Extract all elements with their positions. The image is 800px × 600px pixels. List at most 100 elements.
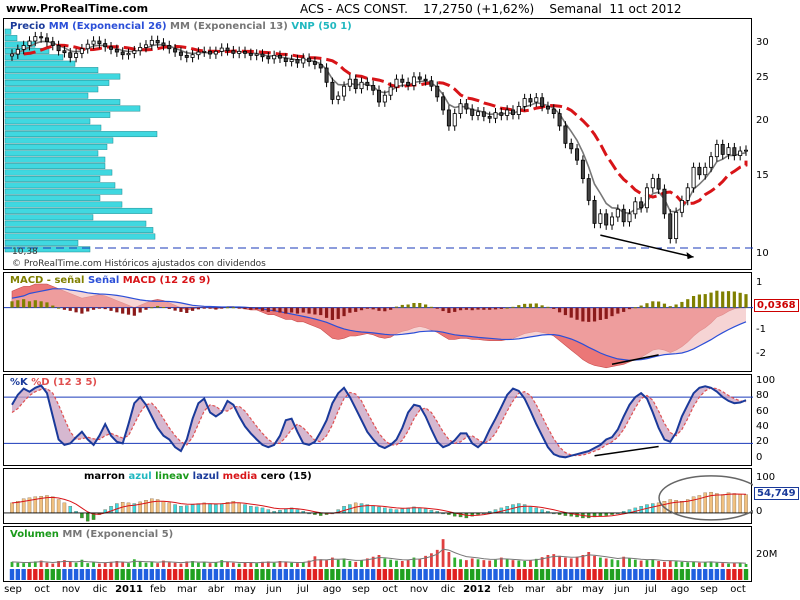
volume-bar [395, 560, 398, 567]
signal-strip-cell [120, 569, 125, 580]
signal-strip-cell [510, 569, 516, 580]
volume-bar [68, 561, 72, 567]
candle-body [388, 86, 393, 96]
stochastic-chart[interactable] [4, 375, 753, 467]
signal-strip-cell [336, 569, 341, 580]
x-axis: sep oct nov dic 2011 feb mar abr may jun jul ago sep… [3, 582, 752, 600]
volume-bar [406, 560, 410, 567]
macd-hist-bar [616, 307, 620, 314]
price-tick: 15 [756, 170, 769, 182]
candle-body [85, 43, 90, 50]
macd-chart[interactable] [4, 273, 753, 373]
signal-strip-cell [621, 569, 626, 580]
volume-bar [162, 560, 165, 567]
macd-hist-bar [517, 305, 521, 308]
signal-strip-cell [598, 569, 603, 580]
volume-bar [697, 562, 701, 567]
osc-bar [371, 505, 375, 514]
macd-hist-bar [389, 307, 393, 310]
volume-bar [325, 560, 328, 567]
macd-hist-bar [569, 307, 573, 318]
osc-bar [185, 505, 189, 514]
signal-strip-cell [68, 569, 73, 580]
signal-strip-cell [365, 569, 370, 580]
candle-body [400, 78, 405, 83]
volume-profile-bar [4, 111, 111, 118]
macd-hist-bar [202, 307, 206, 309]
macd-hist-bar [354, 307, 358, 312]
signal-strip-cell [574, 569, 580, 580]
volume-profile-bar [4, 169, 113, 176]
volume-pane[interactable]: Volumen MM (Exponencial 5) [3, 526, 752, 582]
volume-bar [342, 558, 346, 567]
stochastic-pane[interactable]: %K %D (12 3 5) [3, 374, 753, 467]
signal-strip-cell [347, 569, 353, 580]
candle-body [726, 147, 731, 155]
x-tick-label: ago [670, 584, 690, 595]
volume-bar [505, 559, 509, 567]
signal-strip-cell [697, 569, 702, 580]
stoch-tick: 0 [756, 451, 763, 463]
volume-chart[interactable] [4, 527, 753, 583]
volume-bar [97, 563, 101, 567]
ema26-line [23, 43, 748, 206]
macd-tick: -2 [756, 347, 766, 359]
macd-hist-bar [587, 307, 591, 322]
candle-body [167, 45, 172, 50]
osc-bar [284, 508, 288, 514]
macd-tick: -1 [756, 324, 766, 336]
macd-hist-bar [109, 307, 113, 311]
macd-hist-bar [255, 307, 259, 310]
signal-strip-cell [487, 569, 492, 580]
volume-profile-bar [4, 182, 116, 189]
volume-bar [51, 563, 55, 567]
osc-tick: 0 [756, 505, 763, 517]
price-pane[interactable]: Precio MM (Exponencial 26) MM (Exponenci… [3, 18, 753, 271]
signal-strip-cell [481, 569, 487, 580]
macd-hist-bar [290, 307, 294, 313]
volume-bar [278, 561, 282, 567]
signal-strip-cell [132, 569, 137, 580]
candle-body [307, 57, 312, 62]
macd-hist-bar [732, 291, 736, 308]
macd-hist-bar [27, 301, 32, 308]
macd-last-value: 0,0368 [754, 298, 799, 312]
legend-volume: Volumen [10, 529, 59, 540]
x-tick-label: mar [525, 584, 545, 595]
signal-strip-cell [551, 569, 556, 580]
arrow-head [686, 252, 694, 260]
candle-body [580, 159, 585, 179]
price-tick: 10 [756, 248, 769, 260]
candle-body [446, 109, 451, 127]
oscillator-chart[interactable] [4, 469, 753, 525]
volume-ema-line [11, 548, 747, 564]
signal-strip-cell [668, 569, 673, 580]
price-chart[interactable] [4, 19, 753, 271]
signal-strip-cell [33, 569, 38, 580]
signal-strip-cell [534, 569, 539, 580]
legend-ema13: MM (Exponencial 13) [170, 21, 288, 32]
candle-body [243, 50, 248, 54]
signal-strip-cell [318, 569, 323, 580]
signal-strip-cell [539, 569, 545, 580]
volume-profile-bar [4, 73, 121, 80]
oscillator-pane[interactable]: marron azul lineav lazul media cero (15) [3, 468, 753, 525]
volume-profile-bar [4, 156, 106, 163]
macd-hist-bar [196, 307, 201, 310]
price-legend: Precio MM (Exponencial 26) MM (Exponenci… [10, 21, 352, 32]
macd-hist-bar [365, 307, 369, 309]
volume-bar [150, 561, 154, 567]
signal-strip-cell [137, 569, 143, 580]
macd-hist-bar [424, 304, 428, 308]
macd-hist-bar [453, 307, 457, 312]
osc-bar [418, 507, 422, 514]
macd-hist-bar [412, 302, 416, 308]
candle-body [423, 78, 428, 82]
macd-pane[interactable]: MACD - señal Señal MACD (12 26 9) [3, 272, 753, 373]
candle-body [738, 150, 743, 156]
volume-bar [121, 562, 125, 567]
volume-bar [16, 562, 20, 567]
candle-body [155, 39, 160, 44]
signal-strip-cell [202, 569, 207, 580]
candle-body [598, 213, 603, 224]
